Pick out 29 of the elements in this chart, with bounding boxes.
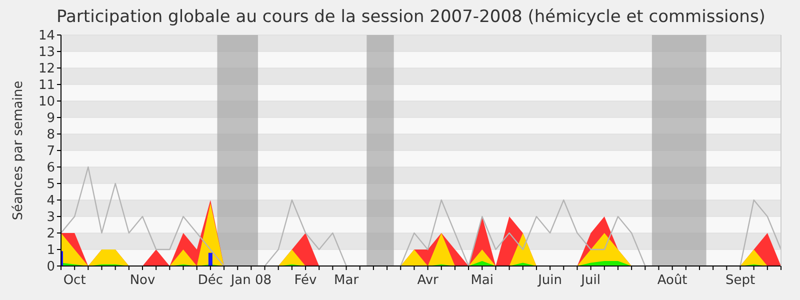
x-tick-label: Août (657, 273, 688, 288)
y-tick-label: 2 (46, 226, 55, 242)
y-tick-label: 7 (46, 144, 55, 160)
y-axis-title: Séances par semaine (11, 80, 26, 220)
y-tick-label: 4 (46, 194, 55, 209)
y-tick-label: 5 (46, 177, 55, 192)
y-tick-label: 13 (38, 45, 55, 60)
x-tick-label: Oct (63, 273, 86, 288)
chart-title: Participation globale au cours de la session 2007-2008 (hémicycle et commissions) (56, 7, 766, 27)
x-tick-label: Mai (470, 273, 494, 288)
x-tick-label: Jan 08 (230, 273, 272, 288)
y-tick-label: 8 (46, 128, 55, 143)
y-tick-label: 9 (46, 111, 55, 126)
y-tick-label: 14 (38, 28, 55, 44)
y-tick-label: 6 (46, 160, 55, 176)
y-tick-label: 12 (38, 62, 55, 77)
y-tick-label: 1 (46, 243, 55, 258)
y-tick-label: 3 (46, 210, 55, 226)
x-tick-label: Fév (294, 273, 318, 288)
x-tick-label: Juin (537, 273, 562, 288)
x-tick-label: Sept (725, 273, 756, 288)
x-tick-label: Mar (334, 273, 360, 288)
x-tick-label: Nov (130, 273, 156, 288)
x-tick-label: Juil (580, 273, 600, 288)
y-tick-label: 10 (38, 94, 55, 110)
y-tick-label: 0 (46, 260, 55, 275)
x-tick-label: Déc (198, 273, 224, 288)
x-tick-label: Avr (417, 273, 440, 288)
y-tick-label: 11 (38, 78, 55, 94)
